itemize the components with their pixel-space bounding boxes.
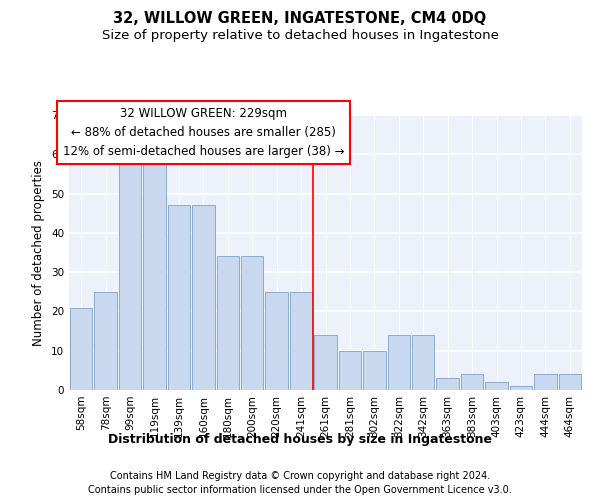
Bar <box>363 350 386 390</box>
Bar <box>167 206 190 390</box>
Bar <box>94 292 117 390</box>
Bar <box>509 386 532 390</box>
Text: Distribution of detached houses by size in Ingatestone: Distribution of detached houses by size … <box>108 432 492 446</box>
Bar <box>314 335 337 390</box>
Bar <box>436 378 459 390</box>
Text: Contains HM Land Registry data © Crown copyright and database right 2024.: Contains HM Land Registry data © Crown c… <box>110 471 490 481</box>
Bar <box>143 162 166 390</box>
Bar <box>290 292 313 390</box>
Bar <box>119 162 142 390</box>
Bar <box>241 256 263 390</box>
Text: Size of property relative to detached houses in Ingatestone: Size of property relative to detached ho… <box>101 29 499 42</box>
Bar <box>338 350 361 390</box>
Y-axis label: Number of detached properties: Number of detached properties <box>32 160 46 346</box>
Bar <box>461 374 484 390</box>
Bar <box>217 256 239 390</box>
Text: 32, WILLOW GREEN, INGATESTONE, CM4 0DQ: 32, WILLOW GREEN, INGATESTONE, CM4 0DQ <box>113 11 487 26</box>
Bar <box>192 206 215 390</box>
Bar <box>534 374 557 390</box>
Text: 32 WILLOW GREEN: 229sqm
← 88% of detached houses are smaller (285)
12% of semi-d: 32 WILLOW GREEN: 229sqm ← 88% of detache… <box>62 107 344 158</box>
Bar <box>70 308 92 390</box>
Bar <box>485 382 508 390</box>
Bar <box>265 292 288 390</box>
Bar <box>412 335 434 390</box>
Text: Contains public sector information licensed under the Open Government Licence v3: Contains public sector information licen… <box>88 485 512 495</box>
Bar <box>559 374 581 390</box>
Bar <box>388 335 410 390</box>
